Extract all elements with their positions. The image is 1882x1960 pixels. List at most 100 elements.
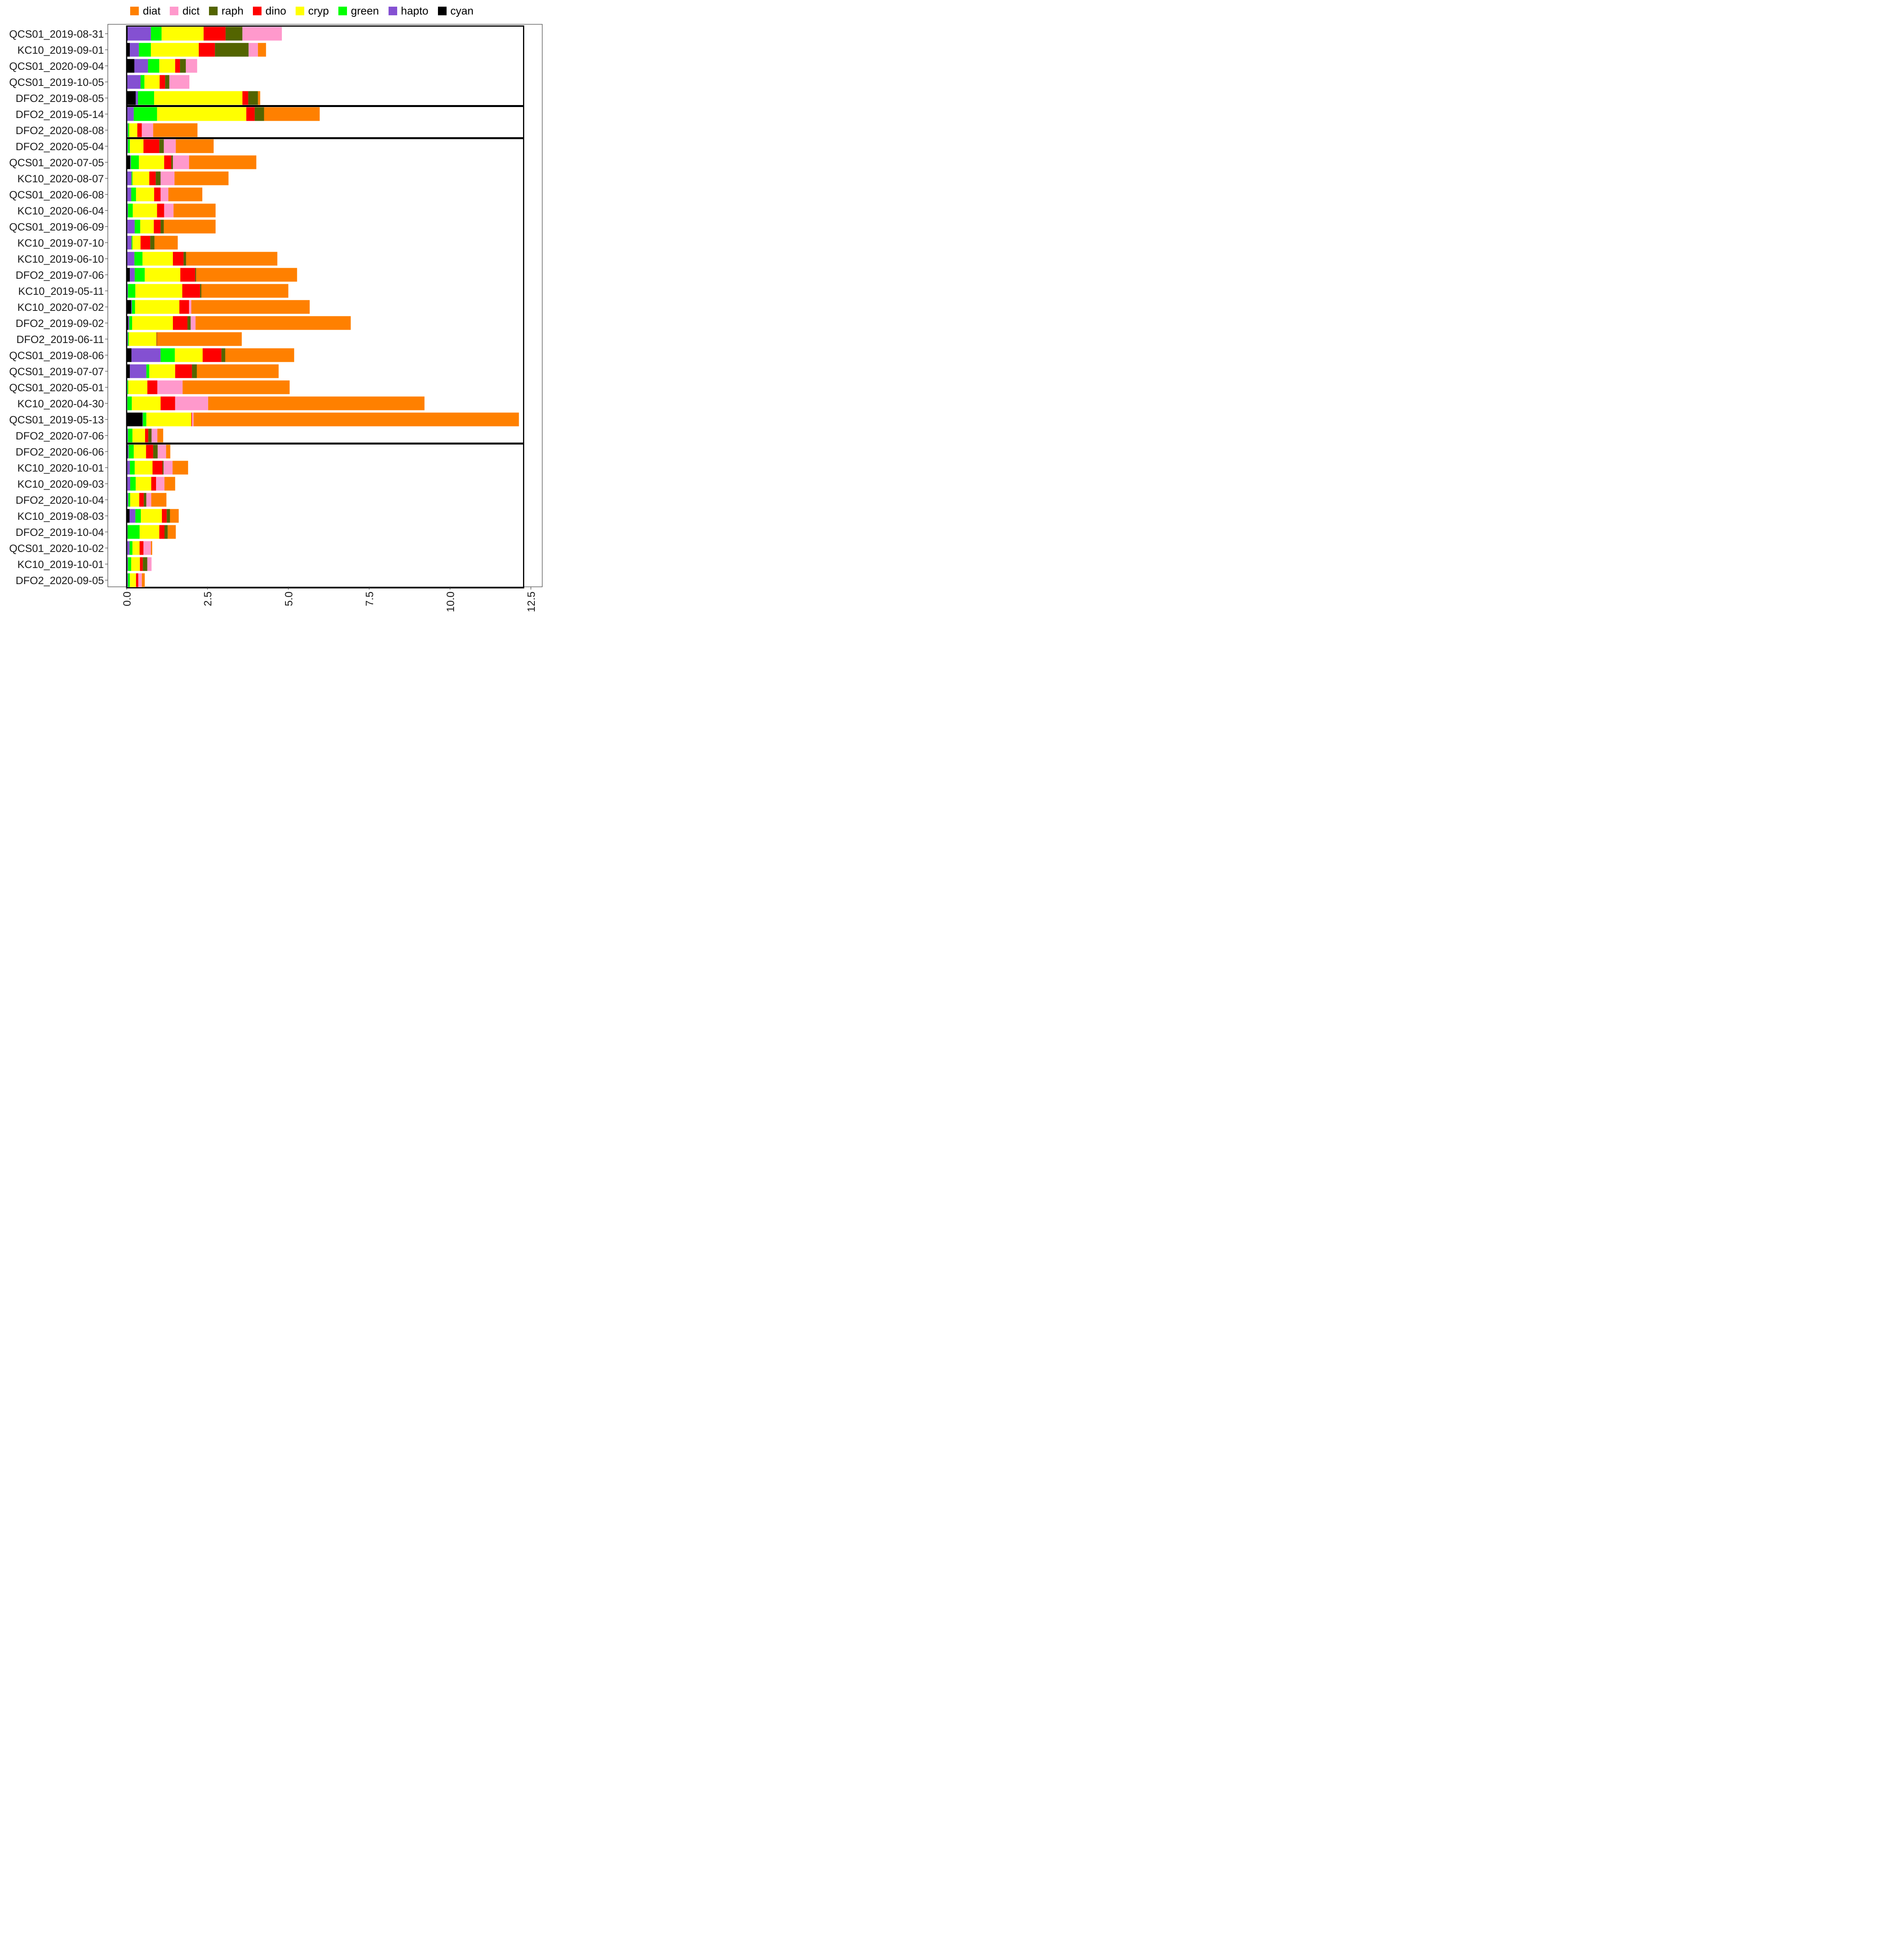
bar-segment-dino xyxy=(203,27,226,41)
bar-segment-green xyxy=(132,300,135,314)
bar-segment-green xyxy=(128,203,133,218)
legend-swatch xyxy=(130,7,139,15)
y-tick-label: QCS01_2019-08-31 xyxy=(9,28,104,40)
bar-segment-cryp xyxy=(136,187,154,201)
bar-segment-dict xyxy=(146,493,151,507)
bar-segment-cryp xyxy=(130,139,144,153)
bar-segment-green xyxy=(129,316,133,330)
y-tick-label: QCS01_2019-06-09 xyxy=(9,221,104,233)
y-tick-label: KC10_2019-05-11 xyxy=(18,285,104,297)
y-tick-label: DFO2_2019-10-04 xyxy=(16,526,104,538)
y-tick-label: KC10_2019-07-10 xyxy=(17,237,104,249)
bar-segment-dino xyxy=(140,236,151,250)
bar-segment-dino xyxy=(149,171,156,185)
bar-segment-green xyxy=(131,155,139,169)
y-tick-label: DFO2_2020-08-08 xyxy=(16,125,104,136)
bar-segment-raph xyxy=(159,139,164,153)
bar-segment-dino xyxy=(154,220,161,234)
bar-segment-dict xyxy=(142,123,153,137)
bar-segment-green xyxy=(135,509,141,523)
bar-segment-hapto xyxy=(127,220,135,234)
bar-segment-raph xyxy=(148,428,152,443)
legend: diat dict raph dino cryp green hapto cyan xyxy=(0,2,549,20)
panel-border xyxy=(107,24,543,587)
bar-segment-dino xyxy=(179,300,189,314)
bar-segment-raph xyxy=(183,252,186,266)
bar-segment-diat xyxy=(173,461,188,475)
y-tick-label: KC10_2020-08-07 xyxy=(17,173,104,185)
bar-segment-green xyxy=(140,75,145,89)
bar-segment-cyan xyxy=(127,43,130,57)
legend-swatch xyxy=(338,7,347,15)
bar-segment-green xyxy=(128,139,130,153)
y-tick-label: QCS01_2019-08-06 xyxy=(9,350,104,361)
bar-segment-cryp xyxy=(129,123,138,137)
legend-item-diat: diat xyxy=(130,2,160,20)
bar-segment-diat xyxy=(153,123,198,137)
bar-segment-cyan xyxy=(127,316,129,330)
bar-segment-raph xyxy=(144,493,147,507)
bar-segment-cyan xyxy=(127,91,136,105)
bar-segment-dino xyxy=(242,91,249,105)
y-tick-label: KC10_2020-04-30 xyxy=(17,398,104,410)
bar-segment-dict xyxy=(175,396,208,410)
bar-segment-hapto xyxy=(127,493,129,507)
bar-segment-green xyxy=(134,252,143,266)
y-tick-label: KC10_2019-10-01 xyxy=(17,559,104,570)
bar-segment-cryp xyxy=(134,445,146,459)
bar-segment-dict xyxy=(192,412,194,426)
bar-segment-diat xyxy=(225,348,294,362)
bar-segment-cyan xyxy=(127,348,132,362)
bar-segment-cryp xyxy=(140,220,154,234)
bar-segment-hapto xyxy=(130,364,147,378)
bar-segment-raph xyxy=(200,284,202,298)
legend-item-cryp: cryp xyxy=(295,2,329,20)
legend-item-hapto: hapto xyxy=(388,2,429,20)
bar-segment-green xyxy=(134,107,157,121)
bar-segment-diat xyxy=(166,445,171,459)
y-tick-label: QCS01_2020-10-02 xyxy=(9,543,104,554)
bar-segment-diat xyxy=(157,332,242,346)
bar-segment-dino xyxy=(151,477,156,491)
bar-segment-green xyxy=(151,27,162,41)
bar-segment-green xyxy=(128,493,131,507)
bar-segment-cryp xyxy=(133,203,157,218)
bar-segment-cryp xyxy=(132,171,149,185)
bar-segment-green xyxy=(131,236,133,250)
bar-segment-green xyxy=(128,123,129,137)
legend-label: green xyxy=(351,5,379,17)
bar-segment-dino xyxy=(173,316,188,330)
bar-segment-cryp xyxy=(162,27,204,41)
bar-segment-raph xyxy=(248,91,258,105)
bar-segment-raph xyxy=(180,59,186,73)
bar-segment-dino xyxy=(139,541,144,555)
bar-segment-cyan xyxy=(127,364,130,378)
bar-segment-raph xyxy=(195,268,196,282)
bar-segment-hapto xyxy=(136,91,138,105)
y-tick-label: KC10_2020-07-02 xyxy=(17,301,104,313)
bar-segment-green xyxy=(131,187,136,201)
legend-swatch xyxy=(170,7,179,15)
bar-segment-diat xyxy=(176,139,214,153)
bar-segment-raph xyxy=(164,525,168,539)
bar-segment-hapto xyxy=(127,445,129,459)
bar-segment-raph xyxy=(156,171,161,185)
bar-segment-diat xyxy=(258,91,260,105)
bar-segment-green xyxy=(139,43,151,57)
bar-segment-hapto xyxy=(129,509,136,523)
y-tick-label: DFO2_2019-07-06 xyxy=(16,269,104,281)
bar-segment-green xyxy=(160,348,175,362)
y-tick-label: QCS01_2020-09-04 xyxy=(9,60,104,72)
y-tick-label: DFO2_2019-06-11 xyxy=(16,334,104,345)
bar-segment-dict xyxy=(163,461,173,475)
bar-segment-green xyxy=(127,396,132,410)
y-tick-label: KC10_2020-09-03 xyxy=(17,478,104,490)
y-tick-label: DFO2_2020-10-04 xyxy=(16,494,104,506)
bar-segment-cryp xyxy=(132,396,161,410)
x-tick-label: 12.5 xyxy=(525,592,537,612)
bar-segment-hapto xyxy=(130,155,131,169)
bar-segment-raph xyxy=(192,364,197,378)
bar-segment-dino xyxy=(154,187,161,201)
bar-segment-raph xyxy=(254,107,264,121)
bar-segment-hapto xyxy=(127,332,128,346)
